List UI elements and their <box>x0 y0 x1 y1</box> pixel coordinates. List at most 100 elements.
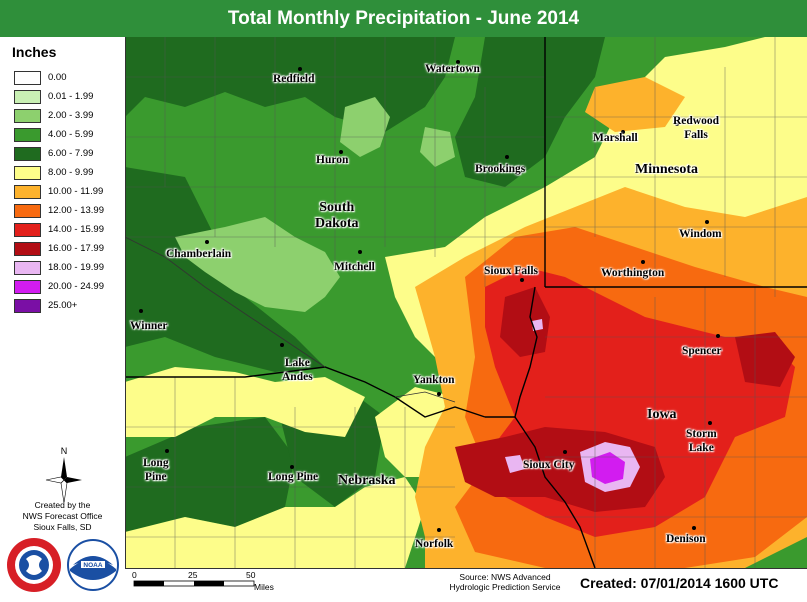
city-dot <box>520 278 524 282</box>
source-line2: Hydrologic Prediction Service <box>449 582 561 592</box>
legend-swatch <box>14 242 41 256</box>
city-label-redfield: Redfield <box>273 73 315 85</box>
scale-unit: Miles <box>254 582 274 592</box>
city-label-redwood-falls: Redwood Falls <box>673 115 720 141</box>
legend-swatch <box>14 166 41 180</box>
legend-swatch <box>14 90 41 104</box>
map-footer: 0 25 50 Miles Source: NWS Advanced Hydro… <box>125 568 807 602</box>
precipitation-map: South Dakota Minnesota Iowa Nebraska Red… <box>125 37 807 568</box>
legend-label: 4.00 - 5.99 <box>48 129 94 140</box>
city-label-huron: Huron <box>316 154 349 166</box>
noaa-logo-text: NOAA <box>83 562 102 569</box>
city-dot <box>705 220 709 224</box>
city-dot <box>339 150 343 154</box>
legend-swatch <box>14 261 41 275</box>
city-dot <box>641 260 645 264</box>
precip-20-25-area <box>590 452 625 484</box>
precip-10-12-area-north <box>585 77 685 132</box>
city-dot <box>165 449 169 453</box>
legend-swatch <box>14 185 41 199</box>
state-boundaries <box>125 37 807 568</box>
map-title: Total Monthly Precipitation - June 2014 <box>227 8 580 29</box>
legend-panel: Inches 0.00 0.01 - 1.99 2.00 - 3.99 4.00 - … <box>0 37 126 601</box>
city-dot <box>437 392 441 396</box>
state-label-iowa: Iowa <box>647 407 677 422</box>
legend-label: 2.00 - 3.99 <box>48 110 94 121</box>
city-dot <box>358 250 362 254</box>
legend-label: 6.00 - 7.99 <box>48 148 94 159</box>
legend-swatch <box>14 223 41 237</box>
city-label-worthington: Worthington <box>601 267 665 279</box>
city-label-watertown: Watertown <box>425 63 480 75</box>
legend-swatch <box>14 109 41 123</box>
legend-label: 16.00 - 17.99 <box>48 243 104 254</box>
city-label-denison: Denison <box>666 533 706 545</box>
legend-swatch <box>14 147 41 161</box>
precip-2-4-area-north <box>340 97 390 157</box>
city-label-storm-lake: Storm Lake <box>686 428 717 454</box>
legend-title: Inches <box>12 44 57 60</box>
city-dot <box>563 450 567 454</box>
precipitation-field <box>125 37 807 568</box>
noaa-logo: NOAA <box>67 539 119 591</box>
legend-label: 0.00 <box>48 72 67 83</box>
city-dot <box>290 465 294 469</box>
legend-swatch <box>14 299 41 313</box>
scale-bar: 0 25 50 Miles <box>132 570 274 592</box>
created-timestamp: Created: 07/01/2014 1600 UTC <box>580 575 779 591</box>
city-dot <box>621 130 625 134</box>
city-label-long-pine: Long Pine <box>143 457 169 483</box>
precip-8-10-area-southwest <box>125 367 365 437</box>
source-line1: Source: NWS Advanced <box>459 572 551 582</box>
city-label-yankton: Yankton <box>413 374 455 386</box>
precip-6-8-area-northeast <box>455 37 605 187</box>
legend-label: 25.00+ <box>48 300 78 311</box>
city-label-marshall: Marshall <box>593 132 638 144</box>
legend-swatch <box>14 204 41 218</box>
city-dot <box>280 343 284 347</box>
precip-18-20-area-small <box>505 455 525 473</box>
city-label-sioux-falls: Sioux Falls <box>484 265 539 277</box>
city-dot <box>692 526 696 530</box>
title-bar: Total Monthly Precipitation - June 2014 <box>0 0 807 39</box>
precip-18-20-area-siouxfalls <box>532 319 543 331</box>
legend-label: 0.01 - 1.99 <box>48 91 94 102</box>
city-label-mitchell: Mitchell <box>334 261 375 273</box>
north-arrow-icon: N <box>45 446 82 502</box>
state-label-nebraska: Nebraska <box>338 473 396 488</box>
legend-swatch <box>14 128 41 142</box>
scale-tick-50: 50 <box>246 570 256 580</box>
city-label-brookings: Brookings <box>475 163 526 175</box>
city-label-windom: Windom <box>679 228 722 240</box>
city-dot <box>505 155 509 159</box>
scale-tick-0: 0 <box>132 570 137 580</box>
legend-label: 12.00 - 13.99 <box>48 205 104 216</box>
city-dot <box>437 528 441 532</box>
legend-label: 8.00 - 9.99 <box>48 167 94 178</box>
city-dot <box>139 309 143 313</box>
city-label-lake-andes: Lake Andes <box>282 357 313 383</box>
state-label-minnesota: Minnesota <box>635 162 698 177</box>
national-weather-service-logo <box>7 538 61 592</box>
city-label-winner: Winner <box>130 320 168 332</box>
city-dot <box>716 334 720 338</box>
city-label-oneill: Long Pine <box>268 471 319 483</box>
north-label: N <box>61 446 68 456</box>
city-dot <box>298 67 302 71</box>
city-dot <box>456 60 460 64</box>
precip-16-18-area-siouxfalls <box>500 287 550 357</box>
city-label-spencer: Spencer <box>682 345 722 357</box>
precip-6-8-area-south <box>125 417 295 532</box>
city-label-chamberlain: Chamberlain <box>166 248 232 260</box>
state-label-south-dakota: South Dakota <box>315 200 359 231</box>
city-dot <box>708 421 712 425</box>
legend-label: 18.00 - 19.99 <box>48 262 104 273</box>
city-label-sioux-city: Sioux City <box>523 459 575 471</box>
source-credit: Source: NWS Advanced Hydrologic Predicti… <box>443 572 567 592</box>
office-line2: NWS Forecast Office <box>22 511 103 521</box>
rivers <box>125 236 456 403</box>
legend-label: 20.00 - 24.99 <box>48 281 104 292</box>
office-credit: Created by the NWS Forecast Office Sioux… <box>0 500 125 533</box>
scale-tick-25: 25 <box>188 570 198 580</box>
legend-label: 14.00 - 15.99 <box>48 224 104 235</box>
